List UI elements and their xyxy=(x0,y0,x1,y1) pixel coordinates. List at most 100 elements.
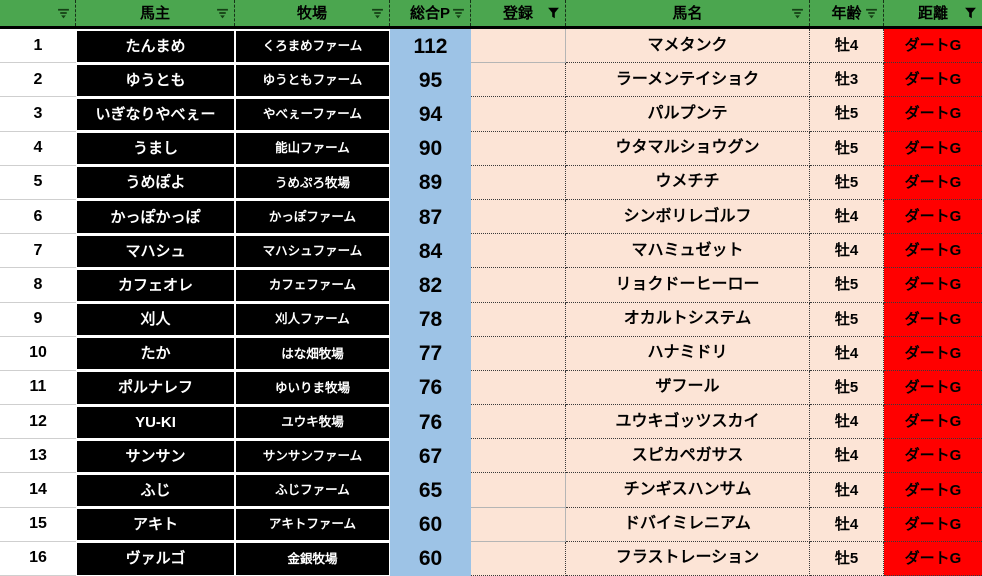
farm-cell[interactable]: 刈人ファーム xyxy=(235,302,390,337)
age-cell[interactable]: 牡5 xyxy=(810,131,884,166)
owner-cell[interactable]: ゆうとも xyxy=(76,63,235,98)
filter-dropdown-icon[interactable] xyxy=(371,7,384,20)
age-cell[interactable]: 牡5 xyxy=(810,541,884,576)
distance-cell[interactable]: ダートG xyxy=(884,199,982,235)
registration-cell[interactable] xyxy=(471,234,566,269)
row-number-cell[interactable]: 16 xyxy=(0,541,76,576)
registration-cell[interactable] xyxy=(471,199,566,235)
total-points-cell[interactable]: 82 xyxy=(390,268,471,303)
row-number-cell[interactable]: 3 xyxy=(0,97,76,132)
row-number-cell[interactable]: 9 xyxy=(0,302,76,337)
farm-cell[interactable]: かっぽファーム xyxy=(235,199,390,235)
farm-cell[interactable]: はな畑牧場 xyxy=(235,336,390,371)
row-number-cell[interactable]: 6 xyxy=(0,199,76,235)
registration-cell[interactable] xyxy=(471,165,566,200)
distance-cell[interactable]: ダートG xyxy=(884,165,982,200)
owner-cell[interactable]: うめぽよ xyxy=(76,165,235,200)
owner-cell[interactable]: ポルナレフ xyxy=(76,370,235,406)
farm-cell[interactable]: ゆいりま牧場 xyxy=(235,370,390,406)
farm-cell[interactable]: サンサンファーム xyxy=(235,439,390,474)
age-cell[interactable]: 牡4 xyxy=(810,199,884,235)
distance-cell[interactable]: ダートG xyxy=(884,131,982,166)
horse-name-cell[interactable]: マメタンク xyxy=(566,29,810,64)
column-header-points[interactable]: 総合P xyxy=(390,0,471,26)
farm-cell[interactable]: アキトファーム xyxy=(235,507,390,542)
row-number-cell[interactable]: 10 xyxy=(0,336,76,371)
total-points-cell[interactable]: 60 xyxy=(390,541,471,576)
filter-dropdown-icon[interactable] xyxy=(57,7,70,20)
total-points-cell[interactable]: 78 xyxy=(390,302,471,337)
age-cell[interactable]: 牡4 xyxy=(810,439,884,474)
column-header-farm[interactable]: 牧場 xyxy=(235,0,390,26)
total-points-cell[interactable]: 94 xyxy=(390,97,471,132)
owner-cell[interactable]: いぎなりやべぇー xyxy=(76,97,235,132)
column-header-age[interactable]: 年齢 xyxy=(810,0,884,26)
total-points-cell[interactable]: 65 xyxy=(390,473,471,508)
column-header-registration[interactable]: 登録 xyxy=(471,0,566,26)
distance-cell[interactable]: ダートG xyxy=(884,370,982,406)
filter-active-icon[interactable] xyxy=(547,7,560,20)
column-header-horse[interactable]: 馬名 xyxy=(566,0,810,26)
total-points-cell[interactable]: 90 xyxy=(390,131,471,166)
total-points-cell[interactable]: 76 xyxy=(390,405,471,440)
row-number-cell[interactable]: 12 xyxy=(0,405,76,440)
owner-cell[interactable]: ふじ xyxy=(76,473,235,508)
farm-cell[interactable]: ふじファーム xyxy=(235,473,390,508)
registration-cell[interactable] xyxy=(471,370,566,406)
registration-cell[interactable] xyxy=(471,29,566,64)
distance-cell[interactable]: ダートG xyxy=(884,302,982,337)
registration-cell[interactable] xyxy=(471,507,566,542)
distance-cell[interactable]: ダートG xyxy=(884,405,982,440)
age-cell[interactable]: 牡4 xyxy=(810,336,884,371)
farm-cell[interactable]: くろまめファーム xyxy=(235,29,390,64)
filter-dropdown-icon[interactable] xyxy=(791,7,804,20)
registration-cell[interactable] xyxy=(471,131,566,166)
owner-cell[interactable]: アキト xyxy=(76,507,235,542)
row-number-cell[interactable]: 2 xyxy=(0,63,76,98)
age-cell[interactable]: 牡5 xyxy=(810,370,884,406)
age-cell[interactable]: 牡5 xyxy=(810,97,884,132)
farm-cell[interactable]: うめぷろ牧場 xyxy=(235,165,390,200)
distance-cell[interactable]: ダートG xyxy=(884,473,982,508)
distance-cell[interactable]: ダートG xyxy=(884,541,982,576)
age-cell[interactable]: 牡4 xyxy=(810,234,884,269)
horse-name-cell[interactable]: オカルトシステム xyxy=(566,302,810,337)
registration-cell[interactable] xyxy=(471,302,566,337)
row-number-cell[interactable]: 7 xyxy=(0,234,76,269)
distance-cell[interactable]: ダートG xyxy=(884,234,982,269)
horse-name-cell[interactable]: シンボリレゴルフ xyxy=(566,199,810,235)
horse-name-cell[interactable]: ラーメンテイショク xyxy=(566,63,810,98)
registration-cell[interactable] xyxy=(471,63,566,98)
age-cell[interactable]: 牡4 xyxy=(810,29,884,64)
farm-cell[interactable]: 能山ファーム xyxy=(235,131,390,166)
registration-cell[interactable] xyxy=(471,541,566,576)
age-cell[interactable]: 牡4 xyxy=(810,405,884,440)
column-header-owner[interactable]: 馬主 xyxy=(76,0,235,26)
total-points-cell[interactable]: 60 xyxy=(390,507,471,542)
horse-name-cell[interactable]: ユウキゴッツスカイ xyxy=(566,405,810,440)
age-cell[interactable]: 牡5 xyxy=(810,302,884,337)
registration-cell[interactable] xyxy=(471,97,566,132)
total-points-cell[interactable]: 89 xyxy=(390,165,471,200)
horse-name-cell[interactable]: ウメチチ xyxy=(566,165,810,200)
total-points-cell[interactable]: 112 xyxy=(390,29,471,64)
owner-cell[interactable]: カフェオレ xyxy=(76,268,235,303)
distance-cell[interactable]: ダートG xyxy=(884,268,982,303)
row-number-cell[interactable]: 13 xyxy=(0,439,76,474)
horse-name-cell[interactable]: リョクドーヒーロー xyxy=(566,268,810,303)
column-header-row[interactable] xyxy=(0,0,76,26)
age-cell[interactable]: 牡5 xyxy=(810,268,884,303)
horse-name-cell[interactable]: ハナミドリ xyxy=(566,336,810,371)
farm-cell[interactable]: マハシュファーム xyxy=(235,234,390,269)
horse-name-cell[interactable]: ウタマルショウグン xyxy=(566,131,810,166)
registration-cell[interactable] xyxy=(471,268,566,303)
total-points-cell[interactable]: 87 xyxy=(390,199,471,235)
farm-cell[interactable]: 金銀牧場 xyxy=(235,541,390,576)
horse-name-cell[interactable]: スピカペガサス xyxy=(566,439,810,474)
filter-dropdown-icon[interactable] xyxy=(865,7,878,20)
registration-cell[interactable] xyxy=(471,336,566,371)
age-cell[interactable]: 牡4 xyxy=(810,473,884,508)
filter-dropdown-icon[interactable] xyxy=(216,7,229,20)
column-header-distance[interactable]: 距離 xyxy=(884,0,982,26)
owner-cell[interactable]: サンサン xyxy=(76,439,235,474)
